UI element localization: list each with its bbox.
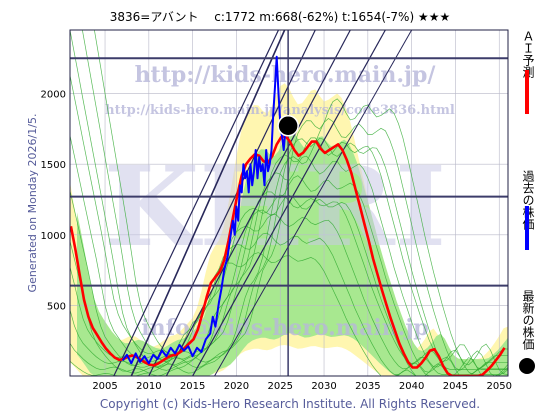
x-tick-2005: 2005 [92, 381, 117, 392]
legend-label-2: 最新の株価 [521, 290, 535, 350]
green-path-0 [70, 252, 508, 376]
x-tick-2035: 2035 [355, 381, 380, 392]
watermark-big: KHRI [104, 142, 446, 271]
band-inner [77, 131, 508, 376]
legend-label-0: ＡＩ予測 [521, 30, 535, 79]
green-path-10 [94, 30, 508, 375]
green-path-9 [82, 30, 508, 376]
y-tick-2000: 2000 [41, 90, 66, 101]
legend-swatch-2 [519, 358, 535, 374]
trend-line-5 [214, 30, 413, 376]
green-path-5 [70, 175, 508, 376]
copyright-text: Copyright (c) Kids-Hero Research Institu… [100, 397, 480, 411]
green-path-4 [70, 194, 508, 376]
trend-line-2 [165, 30, 351, 376]
axis-ticks: 2005 2010 2015 2020 2025 2030 2035 2040 2045 2050… [41, 90, 512, 392]
green-path-1 [70, 232, 508, 376]
plot-frame [69, 29, 509, 377]
green-path-8 [70, 30, 508, 376]
price-levels [70, 30, 508, 376]
ai-forecast-line [70, 134, 506, 376]
y-tick-500: 500 [47, 301, 66, 312]
chart-title: 3836=アバント c:1772 m:668(-62%) t:1654(-7%)… [110, 10, 450, 24]
x-tick-2040: 2040 [399, 381, 424, 392]
y-tick-1000: 1000 [41, 231, 66, 242]
y-tick-1500: 1500 [41, 160, 66, 171]
trend-line-3 [192, 30, 386, 376]
generated-date-label: Generated on Monday 2026/1/5. [26, 114, 39, 293]
latest-marker [277, 115, 299, 137]
green-path-2 [70, 214, 508, 375]
past-price-line [121, 55, 289, 365]
x-tick-2050: 2050 [487, 381, 512, 392]
x-tick-2045: 2045 [443, 381, 468, 392]
grid-lines [70, 30, 508, 376]
trend-line-4 [113, 30, 280, 376]
x-tick-2010: 2010 [136, 381, 161, 392]
latest-price-dot [277, 115, 299, 137]
trend-line-0 [130, 30, 286, 376]
x-tick-2020: 2020 [224, 381, 249, 392]
series-lines [70, 55, 506, 376]
x-tick-2025: 2025 [268, 381, 293, 392]
legend-label-1: 過去の株価 [521, 170, 535, 230]
prediction-bands [70, 83, 508, 376]
x-tick-2030: 2030 [311, 381, 336, 392]
x-tick-2015: 2015 [180, 381, 205, 392]
watermark-email: info@kids-hero.main.jp [141, 315, 428, 341]
